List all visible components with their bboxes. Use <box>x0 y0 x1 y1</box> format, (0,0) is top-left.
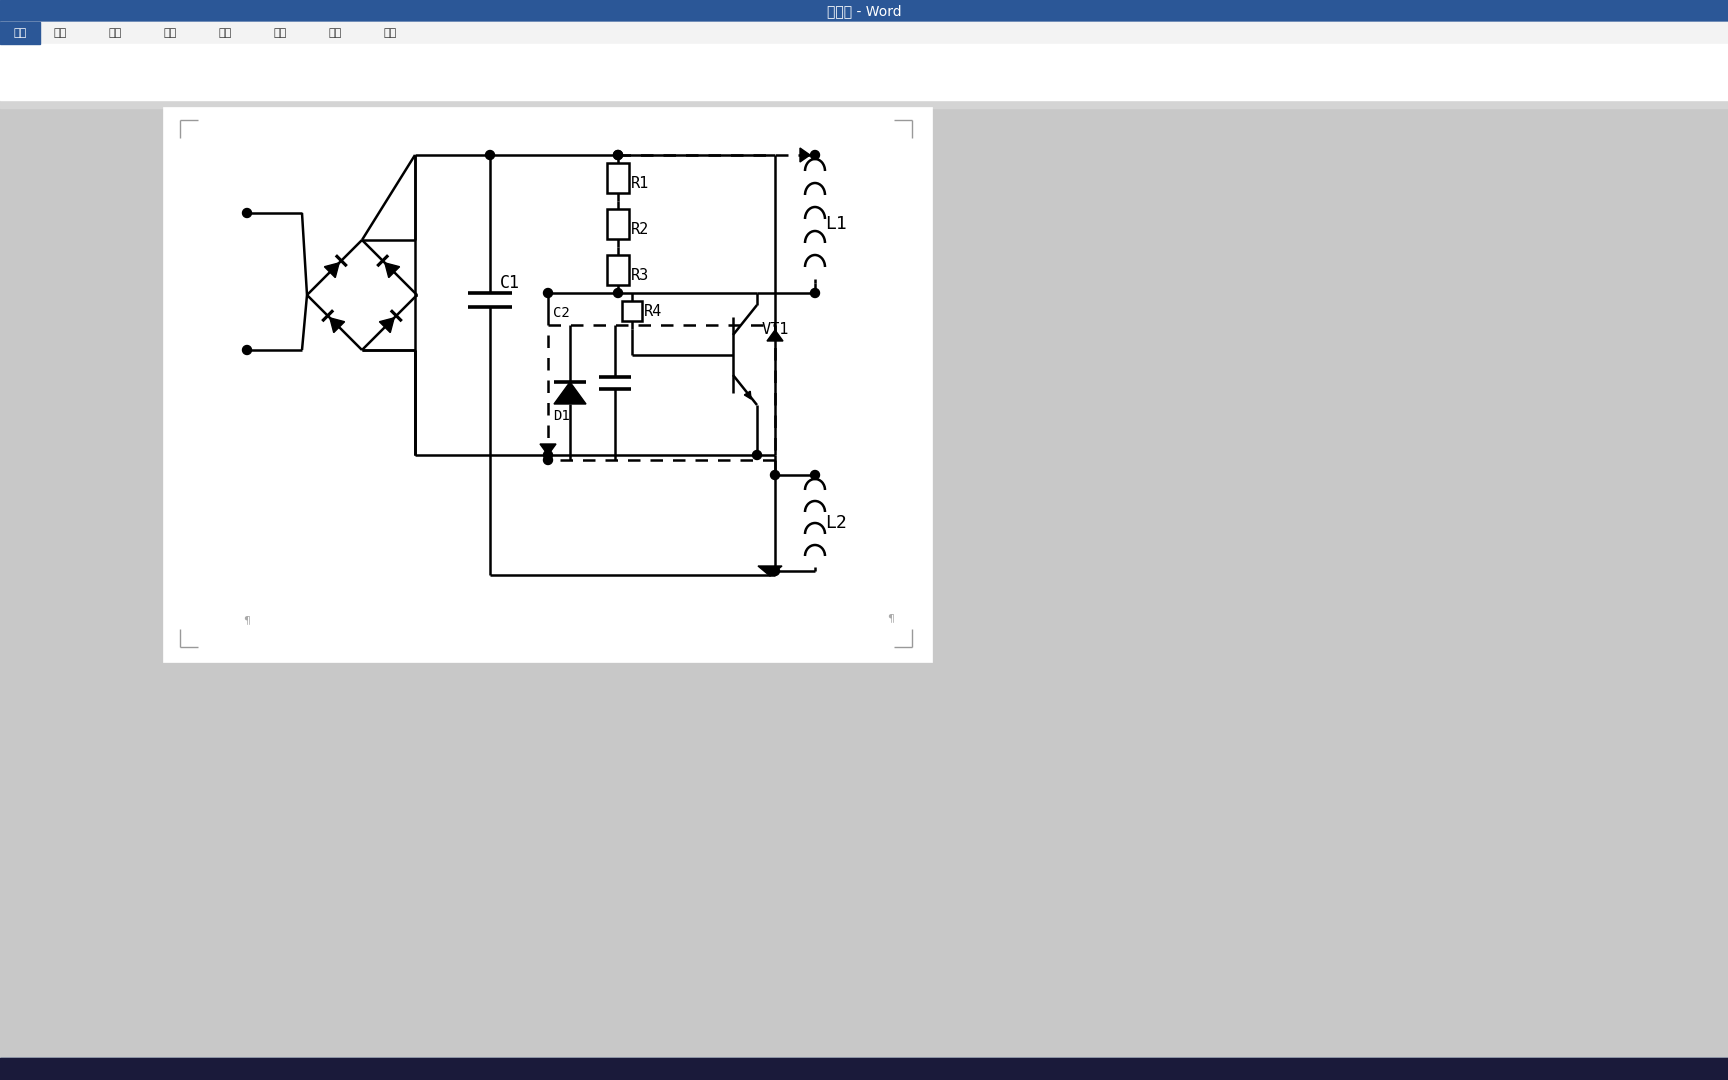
Bar <box>0 22 1728 100</box>
Circle shape <box>544 288 553 297</box>
Bar <box>0 1058 1728 1080</box>
Text: 插入: 插入 <box>54 28 67 38</box>
Circle shape <box>242 346 252 354</box>
Polygon shape <box>759 566 783 576</box>
Circle shape <box>752 450 762 459</box>
Polygon shape <box>767 330 783 341</box>
Text: R4: R4 <box>645 303 662 319</box>
Text: ¶: ¶ <box>244 615 251 625</box>
Circle shape <box>544 456 553 464</box>
Text: 0个字   词   中文(中国): 0个字 词 中文(中国) <box>40 1064 123 1074</box>
Text: 审阅: 审阅 <box>328 28 342 38</box>
Text: 视图: 视图 <box>384 28 397 38</box>
Polygon shape <box>325 262 339 278</box>
Circle shape <box>810 288 819 297</box>
Bar <box>162 107 931 662</box>
Bar <box>0 100 1728 108</box>
Bar <box>0 22 1728 44</box>
Text: R1: R1 <box>631 175 650 190</box>
Polygon shape <box>800 148 810 162</box>
Circle shape <box>810 471 819 480</box>
Circle shape <box>242 208 252 217</box>
Circle shape <box>544 450 553 459</box>
Circle shape <box>613 150 622 160</box>
Polygon shape <box>555 382 586 404</box>
Bar <box>0 90 1728 100</box>
Text: 引用: 引用 <box>218 28 232 38</box>
Circle shape <box>771 471 779 480</box>
Bar <box>0 0 1728 22</box>
Polygon shape <box>330 318 344 333</box>
Text: L2: L2 <box>824 514 847 532</box>
Polygon shape <box>380 318 394 333</box>
Text: 电路图 - Word: 电路图 - Word <box>826 4 902 18</box>
Bar <box>0 1058 1728 1080</box>
Text: 设计: 设计 <box>109 28 121 38</box>
Text: ¶: ¶ <box>888 613 895 623</box>
Bar <box>0 22 40 44</box>
Text: 文件: 文件 <box>14 28 26 38</box>
Circle shape <box>613 150 622 160</box>
Polygon shape <box>385 262 399 278</box>
Text: C1: C1 <box>499 274 520 292</box>
Circle shape <box>810 150 819 160</box>
Bar <box>0 22 1728 100</box>
Circle shape <box>486 150 494 160</box>
Polygon shape <box>539 444 556 455</box>
Text: D1: D1 <box>553 409 570 423</box>
Text: L1: L1 <box>824 215 847 233</box>
Bar <box>607 210 629 239</box>
Text: R2: R2 <box>631 221 650 237</box>
Bar <box>607 255 629 285</box>
Bar <box>622 301 643 321</box>
Text: VT1: VT1 <box>762 323 790 337</box>
Circle shape <box>771 567 779 576</box>
Circle shape <box>613 288 622 297</box>
Bar <box>0 44 1728 100</box>
Polygon shape <box>745 391 752 399</box>
Text: R3: R3 <box>631 268 650 283</box>
Text: 布局: 布局 <box>164 28 176 38</box>
Text: 邮件: 邮件 <box>273 28 287 38</box>
Bar <box>607 163 629 193</box>
Text: C2: C2 <box>553 306 570 320</box>
